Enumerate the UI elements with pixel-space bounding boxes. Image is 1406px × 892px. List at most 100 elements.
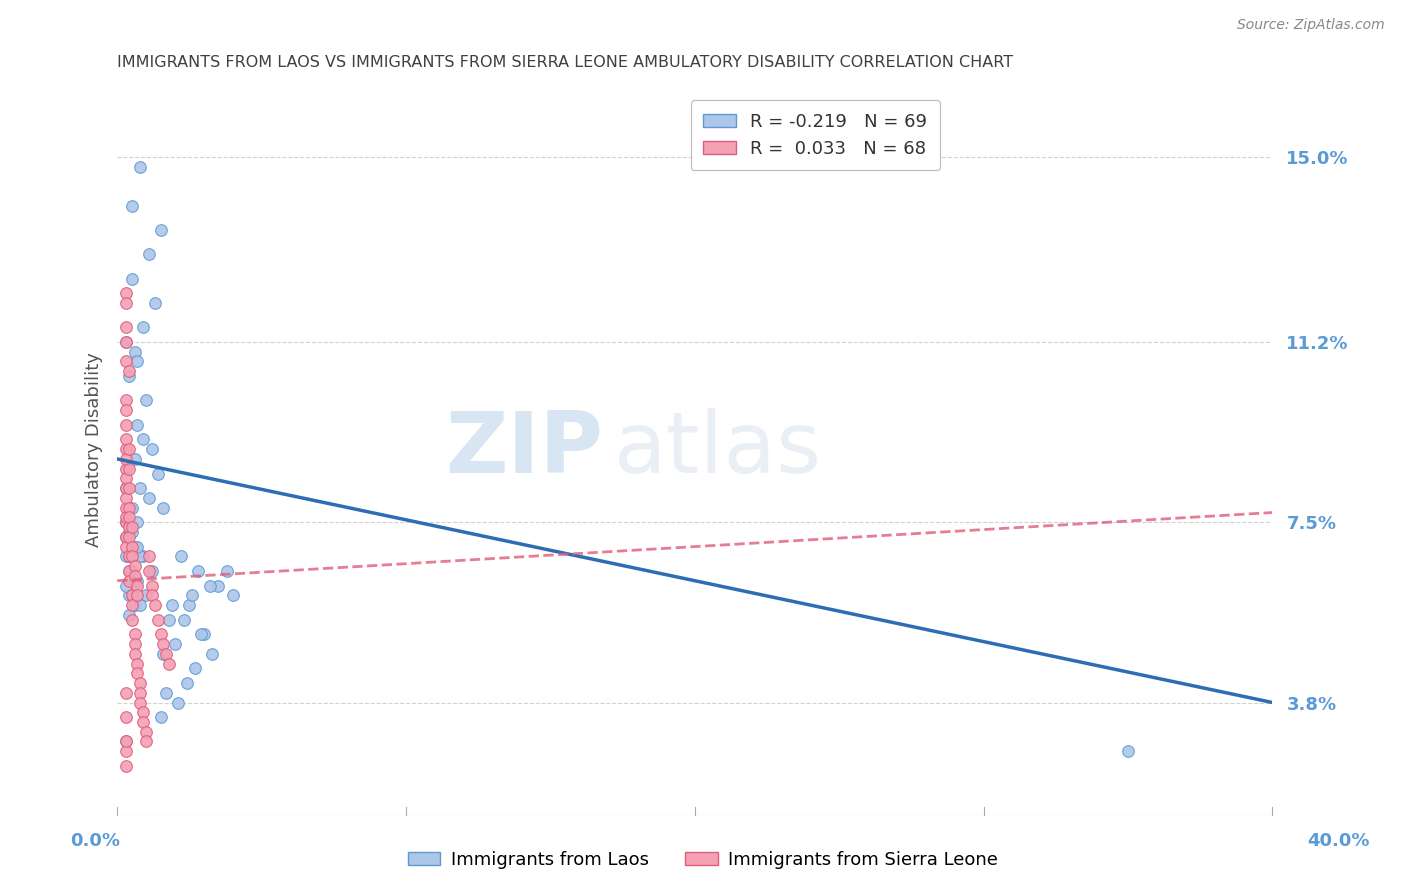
Point (115, 500, 138, 515)
Point (121, 598, 143, 612)
Point (132, 705, 155, 719)
Point (215, 564, 238, 578)
Point (132, 714, 155, 729)
Legend: Immigrants from Laos, Immigrants from Sierra Leone: Immigrants from Laos, Immigrants from Si… (401, 844, 1005, 876)
Point (115, 393, 138, 408)
Point (152, 500, 174, 515)
Point (135, 588, 157, 602)
Point (187, 564, 209, 578)
Point (143, 598, 166, 612)
Point (173, 613, 195, 627)
Point (121, 520, 143, 534)
Point (138, 247, 160, 261)
Point (146, 613, 169, 627)
Point (141, 588, 163, 602)
Point (115, 540, 138, 554)
Text: Source: ZipAtlas.com: Source: ZipAtlas.com (1237, 19, 1385, 32)
Point (118, 530, 141, 544)
Point (121, 549, 143, 564)
Point (115, 334, 138, 349)
Point (193, 627, 215, 641)
Point (152, 647, 174, 661)
Point (115, 491, 138, 505)
Point (118, 364, 141, 378)
Point (115, 334, 138, 349)
Point (124, 647, 146, 661)
Point (115, 710, 138, 724)
Point (118, 510, 141, 524)
Point (138, 491, 160, 505)
Point (121, 540, 143, 554)
Point (149, 627, 172, 641)
Point (129, 598, 152, 612)
Point (201, 647, 224, 661)
Point (121, 613, 143, 627)
Point (115, 354, 138, 368)
Point (124, 540, 146, 554)
Point (143, 296, 166, 310)
Point (163, 637, 186, 651)
Point (115, 481, 138, 495)
Point (115, 744, 138, 758)
Point (127, 515, 149, 529)
Point (118, 520, 141, 534)
Point (115, 320, 138, 334)
Point (176, 676, 198, 690)
Point (121, 588, 143, 602)
Point (121, 540, 143, 554)
Point (115, 403, 138, 417)
Point (115, 515, 138, 529)
Point (127, 574, 149, 588)
Point (149, 223, 172, 237)
Point (121, 271, 143, 285)
Point (115, 296, 138, 310)
Point (115, 578, 138, 592)
Text: atlas: atlas (614, 408, 823, 491)
Point (141, 578, 163, 592)
Point (135, 393, 157, 408)
Point (115, 530, 138, 544)
Point (115, 433, 138, 447)
Point (115, 686, 138, 700)
Point (1116, 744, 1139, 758)
Point (124, 637, 146, 651)
Point (115, 451, 138, 466)
Point (121, 500, 143, 515)
Point (118, 461, 141, 475)
Text: 40.0%: 40.0% (1308, 831, 1369, 849)
Point (115, 734, 138, 748)
Point (118, 500, 141, 515)
Y-axis label: Ambulatory Disability: Ambulatory Disability (86, 351, 103, 547)
Point (124, 569, 146, 583)
Point (115, 734, 138, 748)
Point (118, 564, 141, 578)
Point (129, 481, 152, 495)
Point (118, 481, 141, 495)
Point (129, 696, 152, 710)
Point (141, 442, 163, 457)
Point (207, 578, 229, 592)
Point (118, 574, 141, 588)
Point (124, 598, 146, 612)
Point (135, 724, 157, 739)
Point (124, 559, 146, 574)
Point (127, 354, 149, 368)
Point (118, 549, 141, 564)
Point (138, 549, 160, 564)
Point (170, 549, 193, 564)
Point (135, 734, 157, 748)
Point (115, 481, 138, 495)
Point (118, 524, 141, 539)
Point (198, 578, 221, 592)
Point (127, 666, 149, 681)
Point (118, 564, 141, 578)
Point (124, 574, 146, 588)
Point (129, 676, 152, 690)
Point (222, 588, 245, 602)
Point (115, 549, 138, 564)
Point (132, 320, 155, 334)
Point (124, 627, 146, 641)
Point (124, 344, 146, 359)
Point (115, 461, 138, 475)
Point (155, 686, 177, 700)
